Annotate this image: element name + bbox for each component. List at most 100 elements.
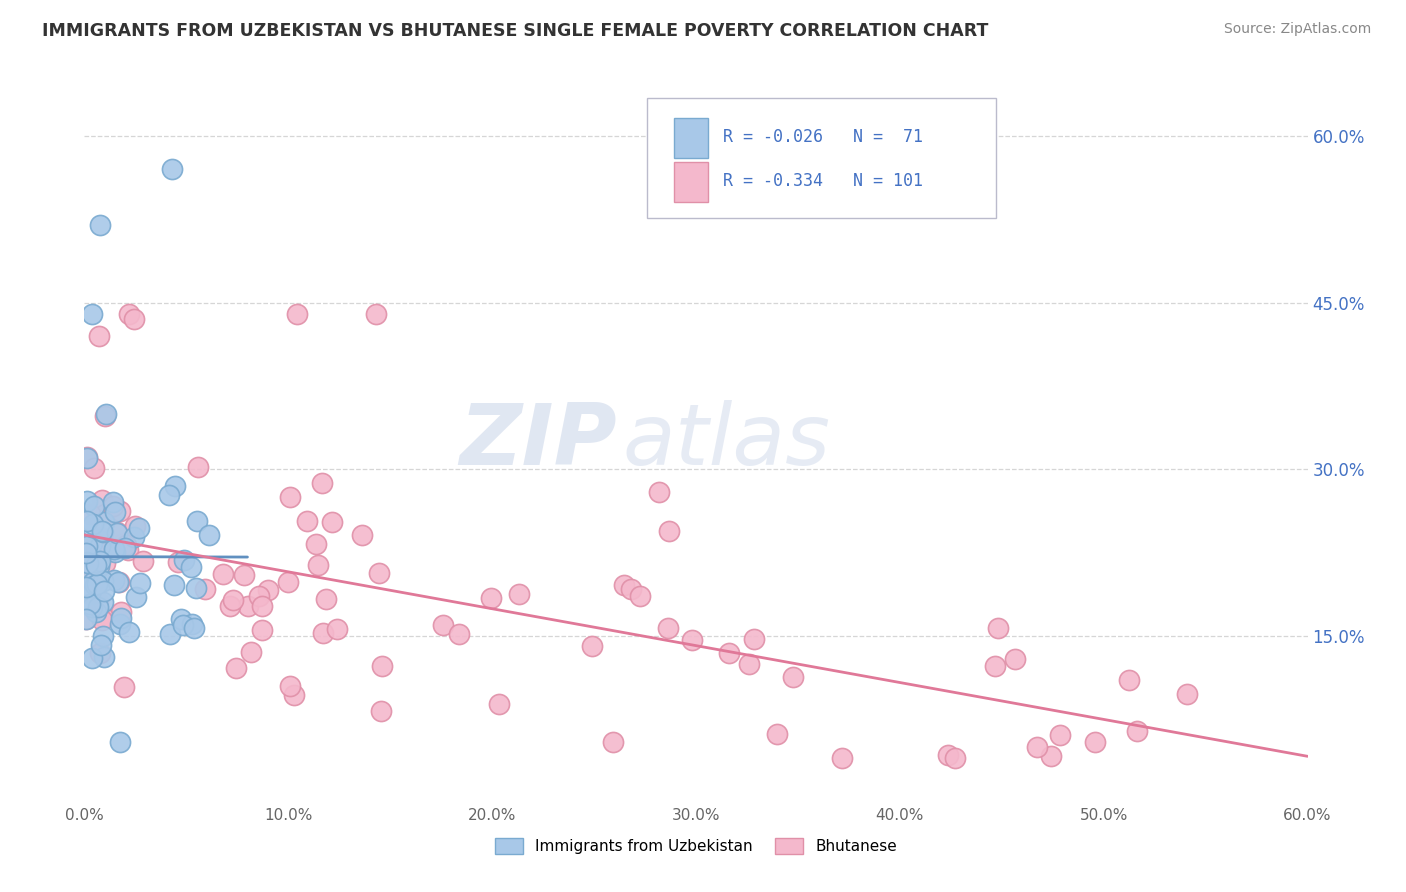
Point (187, 459, 209, 474)
Point (1039, 749, 1062, 764)
Point (112, 681, 135, 695)
Point (163, 578, 186, 592)
Point (159, 626, 181, 640)
Point (76, 450, 98, 464)
Point (83, 499, 105, 513)
Text: ZIP: ZIP (458, 400, 616, 483)
Point (186, 514, 208, 528)
Point (89, 218, 111, 232)
Point (212, 566, 235, 581)
Point (1118, 673, 1140, 688)
Point (170, 612, 193, 626)
Point (114, 541, 136, 555)
Point (658, 524, 681, 538)
Point (681, 632, 703, 647)
Point (94, 507, 117, 521)
Point (742, 632, 765, 647)
Point (620, 582, 643, 596)
Point (104, 545, 127, 559)
Legend: Immigrants from Uzbekistan, Bhutanese: Immigrants from Uzbekistan, Bhutanese (489, 832, 903, 860)
Point (131, 554, 153, 568)
Point (163, 479, 186, 493)
Point (90, 614, 112, 628)
Point (79, 587, 101, 601)
Point (94, 556, 117, 570)
Point (114, 538, 136, 552)
Point (122, 312, 145, 326)
Point (75, 612, 97, 626)
Point (105, 524, 128, 539)
Point (77, 585, 100, 599)
Point (87, 595, 110, 609)
Point (1004, 652, 1026, 666)
Point (103, 573, 125, 587)
Point (183, 621, 205, 635)
FancyBboxPatch shape (647, 98, 995, 218)
Point (94, 407, 117, 421)
Point (83, 461, 105, 475)
Point (1026, 740, 1049, 755)
Point (581, 639, 603, 653)
Point (77, 566, 100, 580)
Point (370, 704, 392, 718)
Point (86, 605, 108, 619)
Point (79, 508, 101, 522)
Point (80, 519, 103, 533)
Point (488, 698, 510, 712)
Point (76, 514, 98, 528)
Point (166, 555, 188, 569)
Point (82, 574, 104, 589)
Point (172, 618, 194, 632)
Point (97, 539, 120, 553)
Point (285, 307, 308, 321)
Point (103, 542, 125, 557)
Point (76, 451, 98, 466)
Point (613, 578, 636, 592)
Point (107, 575, 129, 590)
Point (738, 657, 761, 671)
Point (315, 591, 337, 606)
Point (250, 599, 273, 614)
Point (368, 566, 391, 581)
Point (91, 524, 114, 538)
Point (77, 556, 100, 570)
Text: IMMIGRANTS FROM UZBEKISTAN VS BHUTANESE SINGLE FEMALE POVERTY CORRELATION CHART: IMMIGRANTS FROM UZBEKISTAN VS BHUTANESE … (42, 22, 988, 40)
Point (82, 516, 104, 531)
Point (117, 543, 139, 558)
Point (75, 580, 97, 594)
Point (1084, 734, 1107, 748)
Point (89, 530, 111, 544)
Point (432, 618, 454, 632)
Point (91, 574, 114, 589)
Point (983, 658, 1005, 673)
Point (278, 679, 301, 693)
Point (82, 574, 104, 589)
Text: R = -0.026   N =  71: R = -0.026 N = 71 (723, 128, 922, 146)
Point (87, 329, 110, 343)
Point (938, 747, 960, 762)
Point (108, 734, 131, 748)
Text: Source: ZipAtlas.com: Source: ZipAtlas.com (1223, 22, 1371, 37)
Text: R = -0.334   N = 101: R = -0.334 N = 101 (723, 172, 922, 190)
Point (987, 621, 1010, 635)
Point (508, 587, 530, 601)
Point (84, 558, 107, 573)
Point (76, 541, 98, 556)
Point (238, 599, 260, 614)
Point (89, 539, 111, 553)
Point (311, 626, 333, 640)
Point (110, 610, 132, 624)
Point (173, 553, 195, 567)
Point (479, 591, 502, 606)
FancyBboxPatch shape (673, 162, 709, 202)
Point (311, 475, 333, 490)
Point (364, 307, 387, 321)
Point (79, 549, 101, 563)
Point (305, 536, 328, 550)
Point (93, 629, 115, 643)
Point (83, 578, 105, 592)
Point (159, 488, 181, 502)
Point (181, 617, 204, 632)
Point (86, 599, 108, 614)
Point (657, 621, 679, 635)
